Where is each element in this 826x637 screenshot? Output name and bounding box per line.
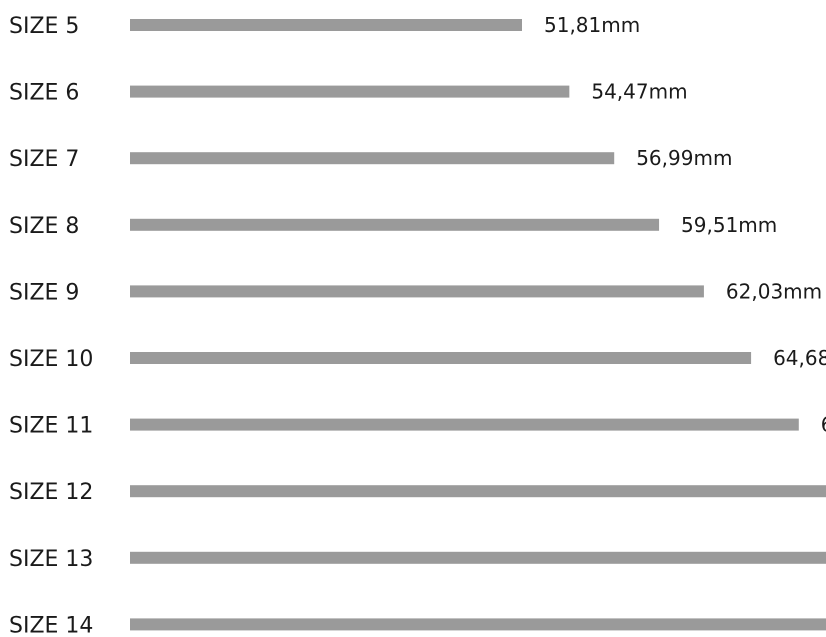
bar (130, 418, 799, 431)
bar (130, 618, 826, 631)
bar (130, 551, 826, 564)
bar (130, 85, 570, 98)
value-label: 62,03mm (726, 279, 822, 303)
category-label: SIZE 13 (9, 547, 93, 572)
category-label: SIZE 8 (9, 214, 79, 239)
category-label: SIZE 7 (9, 147, 79, 172)
value-label: 59,51mm (681, 213, 777, 237)
category-label: SIZE 10 (9, 347, 93, 372)
category-label: SIZE 14 (9, 613, 93, 637)
category-label: SIZE 12 (9, 480, 93, 505)
bar (130, 218, 660, 231)
bar (130, 152, 615, 165)
category-label: SIZE 6 (9, 81, 79, 106)
value-label: 67,36mm (821, 413, 826, 437)
bar (130, 19, 522, 31)
value-label: 54,47mm (591, 80, 687, 104)
value-label: 56,99mm (636, 146, 732, 170)
category-label: SIZE 5 (9, 14, 79, 39)
value-label: 64,68mm (773, 346, 826, 370)
value-label: 51,81mm (544, 13, 640, 37)
category-label: SIZE 9 (9, 280, 79, 305)
bar (130, 485, 826, 498)
bar (130, 352, 752, 364)
bar (130, 285, 704, 298)
category-label: SIZE 11 (9, 414, 93, 439)
